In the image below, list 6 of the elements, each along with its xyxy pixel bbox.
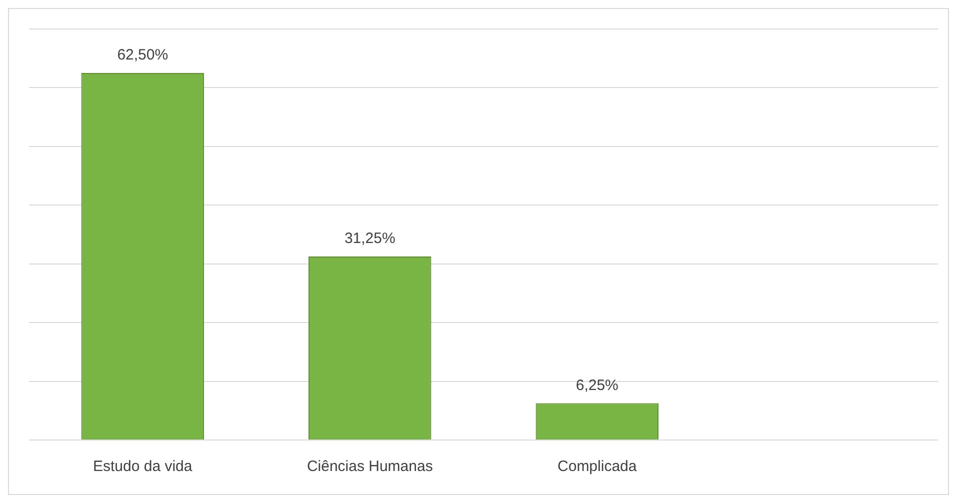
data-label: 6,25% [576,376,618,394]
x-tick-label: Complicada [558,458,638,476]
data-label: 62,50% [117,46,168,64]
x-tick-label: Ciências Humanas [306,458,433,476]
data-label: 31,25% [344,230,396,248]
x-tick-label: Estudo da vida [93,458,193,476]
